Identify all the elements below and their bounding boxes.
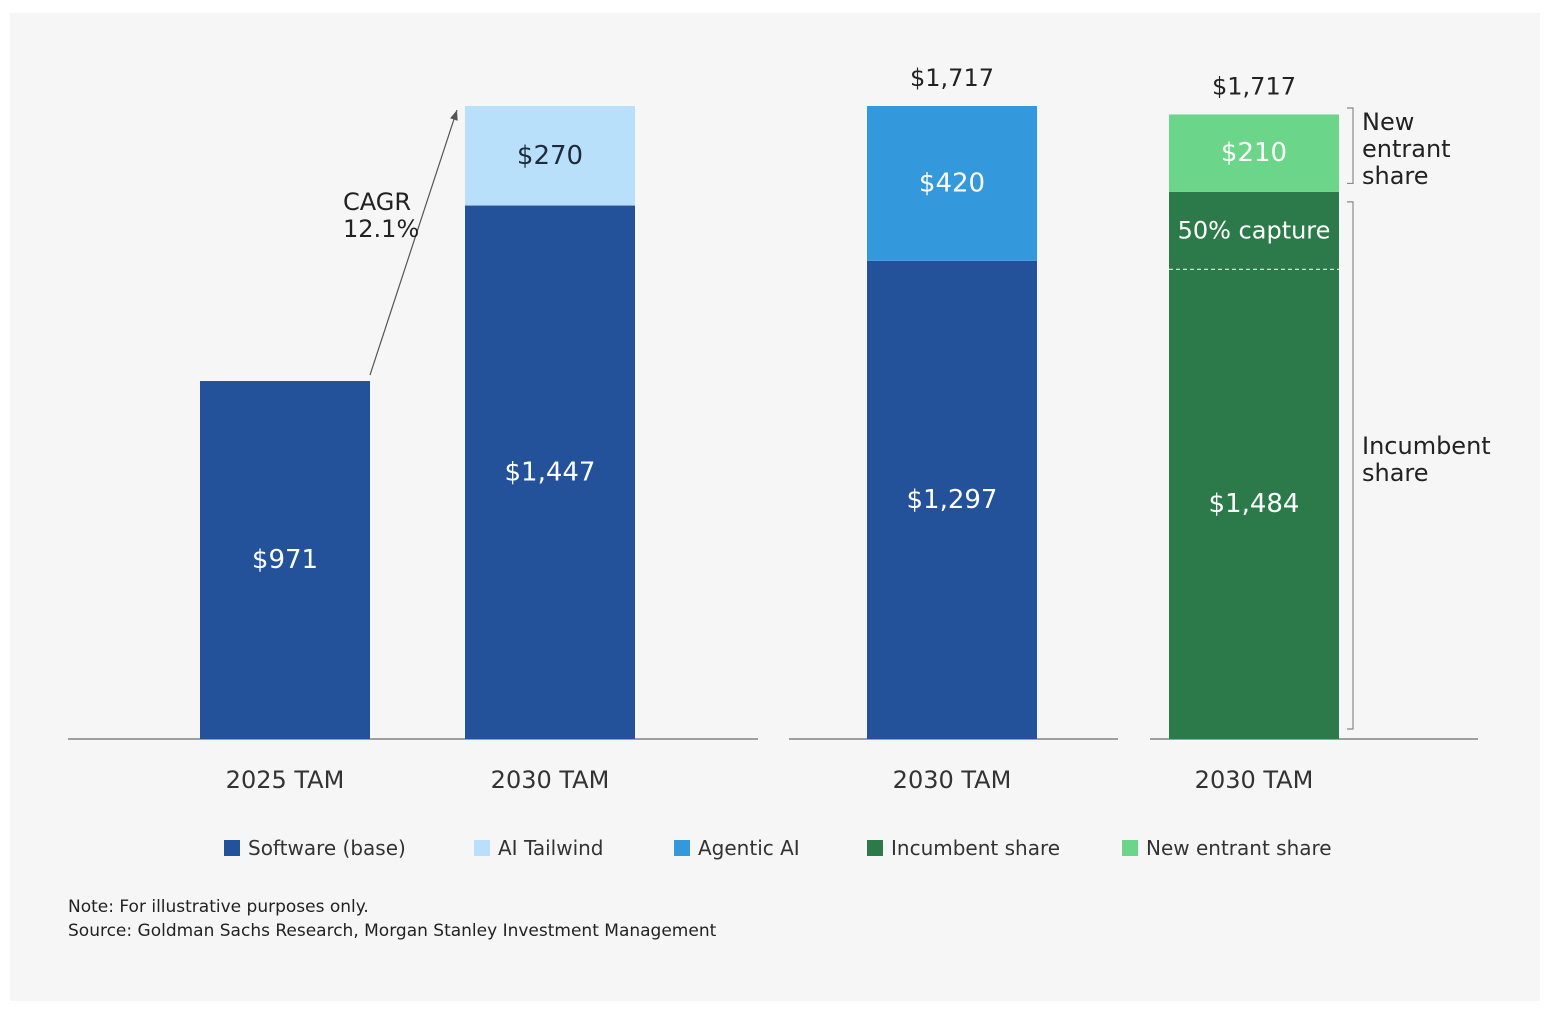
- legend-label: Software (base): [248, 836, 406, 860]
- bar-segment-software-base: [465, 205, 635, 739]
- source-text: Source: Goldman Sachs Research, Morgan S…: [68, 921, 717, 941]
- legend-item-new-entrant-share: New entrant share: [1122, 836, 1332, 860]
- legend-swatch-agentic-ai: [674, 840, 690, 856]
- bar-total-label: $1,717: [910, 64, 994, 92]
- legend: Software (base) AI Tailwind Agentic AI I…: [0, 836, 1552, 866]
- bar-total-label: $1,717: [1212, 72, 1296, 100]
- legend-label: Agentic AI: [698, 836, 800, 860]
- bracket-label: New: [1362, 108, 1414, 136]
- bar-value-label: $210: [1221, 138, 1287, 168]
- bracket-label: share: [1362, 459, 1429, 487]
- bar-segment-agentic-ai: [867, 106, 1037, 261]
- bar-value-label: $971: [252, 545, 318, 575]
- bracket: [1347, 107, 1354, 185]
- cagr-label: CAGR: [343, 188, 411, 216]
- legend-item-ai-tailwind: AI Tailwind: [474, 836, 604, 860]
- category-label: 2030 TAM: [1195, 766, 1314, 794]
- bar-segment-software-base: [200, 381, 370, 739]
- cagr-arrow-head: [450, 110, 458, 121]
- bar-segment-ai-tailwind: [465, 106, 635, 206]
- bar-value-label: $1,447: [505, 457, 596, 487]
- category-label: 2030 TAM: [491, 766, 610, 794]
- category-label: 2030 TAM: [893, 766, 1012, 794]
- legend-label: AI Tailwind: [498, 836, 604, 860]
- note-text: Note: For illustrative purposes only.: [68, 897, 369, 917]
- bracket-label: entrant: [1362, 135, 1451, 163]
- bar-value-label: $1,484: [1209, 489, 1300, 519]
- legend-item-software-base: Software (base): [224, 836, 406, 860]
- bar-segment-incumbent-share: [1169, 191, 1339, 740]
- cagr-value: 12.1%: [343, 215, 419, 243]
- bar-value-label: $270: [517, 141, 583, 171]
- bar-segment-software-base: [867, 260, 1037, 739]
- category-label: 2025 TAM: [226, 766, 345, 794]
- bracket-label: Incumbent: [1362, 432, 1491, 460]
- capture-label: 50% capture: [1178, 217, 1331, 245]
- legend-swatch-software-base: [224, 840, 240, 856]
- legend-swatch-incumbent-share: [867, 840, 883, 856]
- bar-value-label: $1,297: [907, 485, 998, 515]
- legend-label: New entrant share: [1146, 836, 1332, 860]
- legend-item-incumbent-share: Incumbent share: [867, 836, 1060, 860]
- chart-notes: Note: For illustrative purposes only. So…: [68, 895, 716, 943]
- bar-segment-new-entrant-share: [1169, 114, 1339, 192]
- legend-item-agentic-ai: Agentic AI: [674, 836, 800, 860]
- legend-swatch-new-entrant-share: [1122, 840, 1138, 856]
- bar-value-label: $420: [919, 168, 985, 198]
- bracket: [1347, 201, 1354, 730]
- bracket-label: share: [1362, 162, 1429, 190]
- legend-label: Incumbent share: [891, 836, 1061, 860]
- cagr-arrow-line: [369, 109, 458, 376]
- legend-swatch-ai-tailwind: [474, 840, 490, 856]
